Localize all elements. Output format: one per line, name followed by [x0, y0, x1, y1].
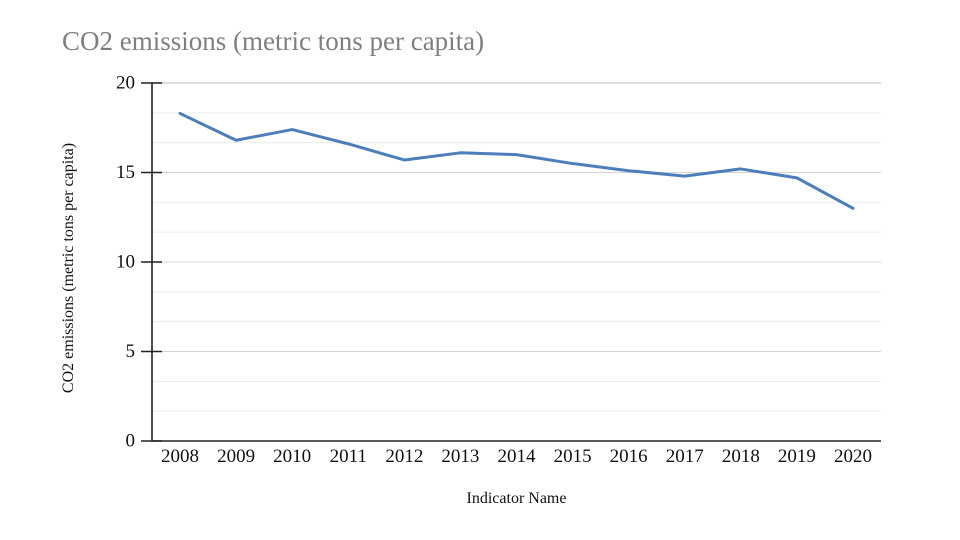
- y-axis-title: CO2 emissions (metric tons per capita): [60, 143, 77, 393]
- chart-title: CO2 emissions (metric tons per capita): [62, 26, 485, 56]
- x-tick-label: 2019: [778, 446, 816, 467]
- y-tick-label: 0: [126, 431, 136, 452]
- x-tick-label: 2009: [217, 446, 255, 467]
- y-tick-label: 15: [116, 162, 135, 183]
- x-tick-label: 2011: [330, 446, 367, 467]
- x-tick-label: 2016: [610, 446, 648, 467]
- x-tick-label: 2008: [161, 446, 199, 467]
- y-tick-label: 5: [126, 341, 136, 362]
- x-tick-label: 2020: [834, 446, 872, 467]
- x-axis-title: Indicator Name: [467, 490, 567, 507]
- x-tick-label: 2018: [722, 446, 760, 467]
- x-tick-label: 2017: [666, 446, 704, 467]
- x-tick-label: 2013: [441, 446, 479, 467]
- x-tick-label: 2012: [385, 446, 423, 467]
- data-line-co2-emissions: [178, 111, 855, 210]
- x-tick-label: 2015: [554, 446, 592, 467]
- x-tick-label: 2010: [273, 446, 311, 467]
- y-tick-label: 20: [116, 73, 135, 94]
- x-tick-label: 2014: [498, 446, 537, 467]
- y-tick-label: 10: [116, 252, 135, 273]
